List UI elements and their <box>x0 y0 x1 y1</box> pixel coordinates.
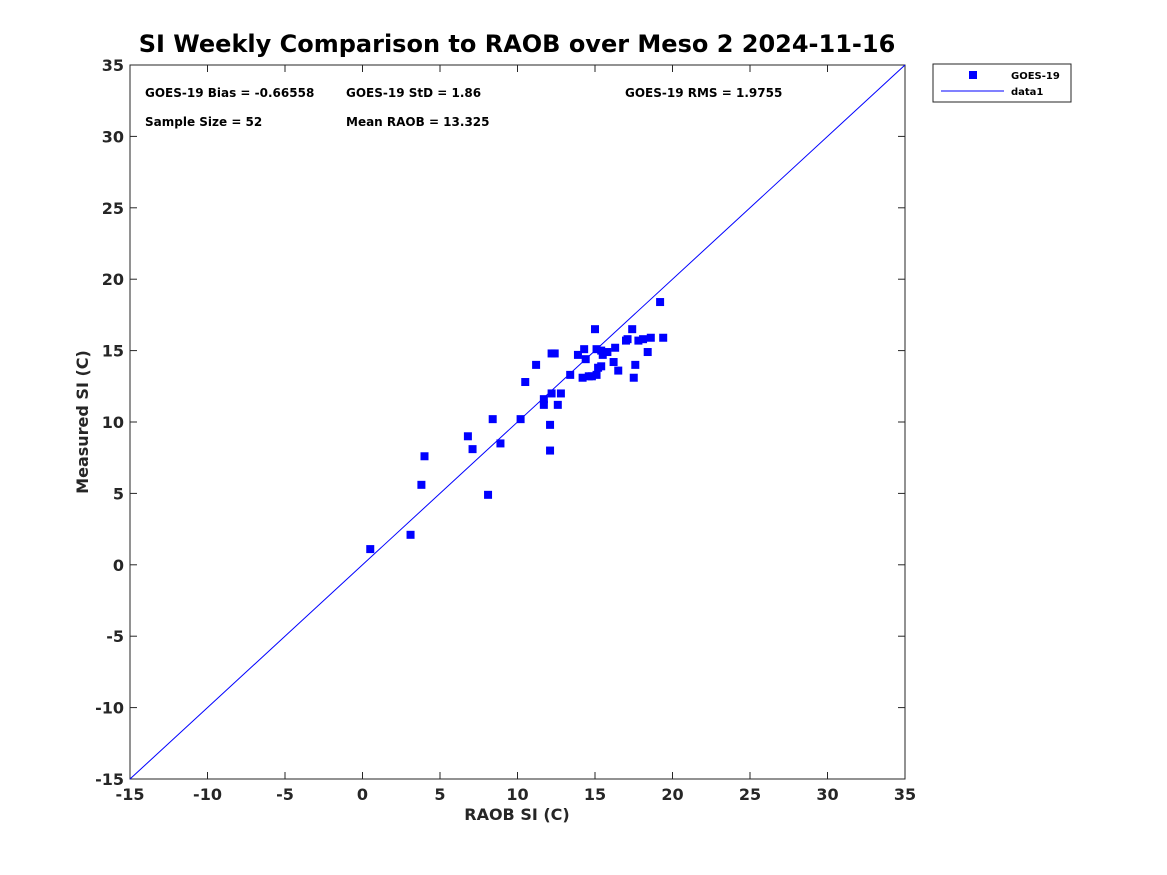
x-tick-label: 10 <box>506 785 528 804</box>
y-tick-label: -5 <box>106 627 124 646</box>
data-point-goes19 <box>546 420 555 429</box>
data-point-goes19 <box>484 490 493 499</box>
x-tick-label: -10 <box>193 785 222 804</box>
data-point-goes19 <box>546 446 555 455</box>
data-point-goes19 <box>366 545 375 554</box>
data-point-goes19 <box>587 372 596 381</box>
data-point-goes19 <box>496 439 505 448</box>
y-tick-label: 5 <box>113 484 124 503</box>
data-point-goes19 <box>539 400 548 409</box>
data-point-goes19 <box>550 349 559 358</box>
y-tick-label: -15 <box>95 770 124 789</box>
data-point-goes19 <box>553 400 562 409</box>
x-tick-label: 15 <box>584 785 606 804</box>
x-tick-label: -15 <box>116 785 145 804</box>
data-point-goes19 <box>614 366 623 375</box>
data-point-goes19 <box>420 452 429 461</box>
data-point-goes19 <box>578 373 587 382</box>
data-point-goes19 <box>556 389 565 398</box>
data-point-goes19 <box>566 370 575 379</box>
data-point-goes19 <box>573 350 582 359</box>
data-point-goes19 <box>532 360 541 369</box>
data-point-goes19 <box>639 335 648 344</box>
y-tick-label: 0 <box>113 556 124 575</box>
y-tick-label: 15 <box>102 342 124 361</box>
x-axis: -15 -10 -5 0 5 10 15 20 25 30 35 <box>116 65 916 804</box>
x-tick-label: 0 <box>357 785 368 804</box>
data-point-goes19 <box>592 370 601 379</box>
y-tick-label: -10 <box>95 699 124 718</box>
stat-mean-raob: Mean RAOB = 13.325 <box>346 115 490 129</box>
y-tick-label: 25 <box>102 199 124 218</box>
stat-std: GOES-19 StD = 1.86 <box>346 86 481 100</box>
y-axis: -15 -10 -5 0 5 10 15 20 25 30 35 <box>95 56 905 789</box>
series-layer <box>129 64 906 780</box>
data-point-goes19 <box>406 530 415 539</box>
data-point-goes19 <box>581 355 590 364</box>
data-point-goes19 <box>629 373 638 382</box>
y-tick-label: 10 <box>102 413 124 432</box>
chart-title: SI Weekly Comparison to RAOB over Meso 2… <box>139 30 896 58</box>
data-point-goes19 <box>547 389 556 398</box>
data-point-goes19 <box>598 350 607 359</box>
x-axis-label: RAOB SI (C) <box>464 805 569 824</box>
legend: GOES-19 data1 <box>932 63 1072 103</box>
data-point-goes19 <box>417 480 426 489</box>
data-point-goes19 <box>488 415 497 424</box>
y-tick-label: 35 <box>102 56 124 75</box>
data-point-goes19 <box>643 348 652 357</box>
data-point-goes19 <box>592 345 601 354</box>
data-point-goes19 <box>597 346 606 355</box>
x-tick-label: 30 <box>816 785 838 804</box>
stat-sample-size: Sample Size = 52 <box>145 115 262 129</box>
data-point-goes19 <box>646 333 655 342</box>
legend-marker-goes19 <box>969 71 977 79</box>
y-tick-label: 30 <box>102 127 124 146</box>
y-tick-label: 20 <box>102 270 124 289</box>
data-point-goes19 <box>516 415 525 424</box>
data-point-goes19 <box>656 298 665 307</box>
legend-label-goes19: GOES-19 <box>1011 71 1060 82</box>
data-point-goes19 <box>611 343 620 352</box>
stat-rms: GOES-19 RMS = 1.9755 <box>625 86 782 100</box>
stat-bias: GOES-19 Bias = -0.66558 <box>145 86 314 100</box>
data-point-goes19 <box>521 378 530 387</box>
x-tick-label: -5 <box>276 785 294 804</box>
data-point-goes19 <box>539 395 548 404</box>
data-point-goes19 <box>634 336 643 345</box>
x-tick-label: 20 <box>661 785 683 804</box>
x-tick-label: 25 <box>739 785 761 804</box>
legend-label-data1: data1 <box>1011 87 1043 98</box>
x-tick-label: 5 <box>434 785 445 804</box>
data-point-goes19 <box>468 445 477 454</box>
data-point-goes19 <box>591 325 599 334</box>
x-tick-label: 35 <box>894 785 916 804</box>
y-axis-label: Measured SI (C) <box>73 350 92 494</box>
data-point-goes19 <box>631 360 640 369</box>
data-point-goes19 <box>659 333 668 342</box>
legend-box <box>932 63 1072 103</box>
data-point-goes19 <box>580 345 589 354</box>
data-point-goes19 <box>603 348 612 357</box>
data-point-goes19 <box>628 325 637 334</box>
data-point-goes19 <box>623 335 632 344</box>
data-point-goes19 <box>609 358 618 367</box>
data-point-goes19 <box>463 432 472 441</box>
data-point-goes19 <box>597 362 606 371</box>
